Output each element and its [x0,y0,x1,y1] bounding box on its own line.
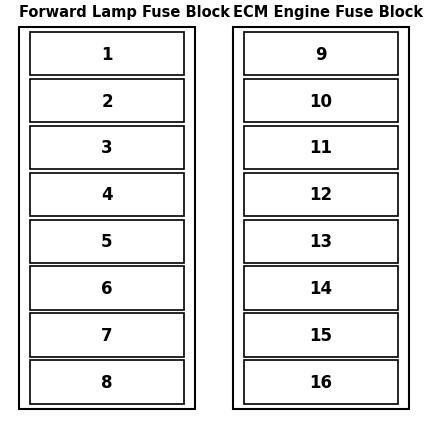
Text: 5: 5 [101,233,113,251]
Text: 9: 9 [315,46,327,63]
Bar [19,28,195,409]
Bar [244,220,398,263]
Bar [244,80,398,123]
Text: 16: 16 [309,373,333,391]
Text: 13: 13 [309,233,333,251]
Text: 12: 12 [309,186,333,204]
Text: 11: 11 [309,139,333,157]
Text: 2: 2 [101,92,113,110]
Bar [233,28,409,409]
Bar [244,267,398,310]
Text: 15: 15 [309,326,333,344]
Bar [244,314,398,357]
Bar [244,127,398,170]
Bar [30,267,184,310]
Bar [30,127,184,170]
Text: 8: 8 [101,373,113,391]
Text: ECM Engine Fuse Block: ECM Engine Fuse Block [233,5,423,20]
Text: 6: 6 [101,279,113,297]
Bar [244,360,398,404]
Text: 14: 14 [309,279,333,297]
Bar [30,314,184,357]
Bar [244,33,398,76]
Text: 4: 4 [101,186,113,204]
Bar [30,220,184,263]
Text: 7: 7 [101,326,113,344]
Bar [30,360,184,404]
Text: Forward Lamp Fuse Block: Forward Lamp Fuse Block [19,5,230,20]
Text: 10: 10 [309,92,333,110]
Bar [30,33,184,76]
Text: 3: 3 [101,139,113,157]
Bar [30,80,184,123]
Bar [244,173,398,216]
Text: 1: 1 [101,46,113,63]
Bar [30,173,184,216]
